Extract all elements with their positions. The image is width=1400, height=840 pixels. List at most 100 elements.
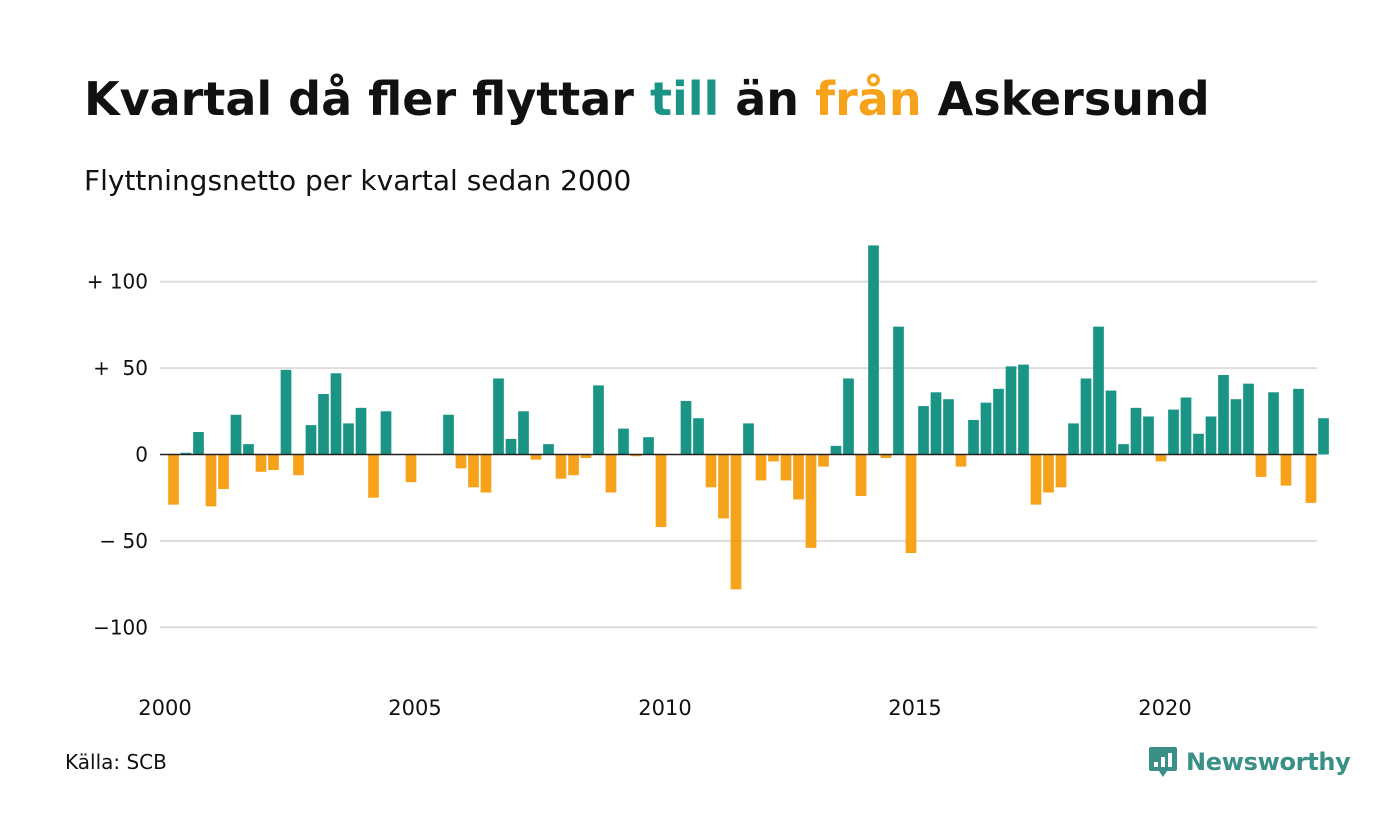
- title-highlight-in: till: [649, 72, 720, 126]
- bar: [555, 454, 567, 479]
- bar: [605, 454, 617, 493]
- bar: [1268, 392, 1279, 455]
- bar: [380, 411, 392, 455]
- bar: [655, 454, 667, 528]
- bar: [930, 392, 942, 455]
- bar: [755, 454, 767, 481]
- bar: [230, 414, 242, 455]
- bar: [1168, 409, 1179, 455]
- bar: [868, 245, 879, 455]
- bar: [330, 373, 342, 455]
- x-tick-label: 2005: [388, 696, 441, 720]
- title-part-1: Kvartal då fler flyttar: [84, 72, 650, 126]
- bar: [1005, 366, 1017, 455]
- bar: [580, 454, 592, 458]
- x-tick-label: 2015: [888, 696, 941, 720]
- bar: [1180, 397, 1192, 455]
- bar: [855, 454, 867, 496]
- bar: [455, 454, 467, 469]
- y-tick-label: − 50: [99, 529, 148, 553]
- bar: [643, 437, 654, 455]
- bar: [1143, 416, 1154, 455]
- bar: [1030, 454, 1042, 505]
- bar: [630, 454, 642, 457]
- bar: [1318, 418, 1329, 455]
- bar: [780, 454, 792, 481]
- bar: [805, 454, 817, 548]
- x-tick-label: 2000: [138, 696, 191, 720]
- bar: [955, 454, 967, 467]
- y-tick-label: + 50: [93, 356, 148, 380]
- bar: [405, 454, 417, 483]
- bar: [193, 432, 204, 455]
- bar: [1118, 444, 1129, 455]
- bar: [1205, 416, 1217, 455]
- bar: [905, 454, 917, 553]
- bar: [468, 454, 479, 488]
- bar: [205, 454, 217, 507]
- title-highlight-out: från: [815, 72, 922, 126]
- bar: [480, 454, 492, 493]
- bar: [505, 438, 517, 455]
- bar: [568, 454, 579, 476]
- bar: [543, 444, 554, 455]
- bar: [768, 454, 779, 462]
- bar: [493, 378, 504, 455]
- bar: [718, 454, 729, 519]
- bar: [218, 454, 229, 490]
- bar: [1105, 390, 1117, 455]
- bar: [705, 454, 717, 488]
- bar: [243, 444, 254, 455]
- bar: [1068, 423, 1079, 455]
- y-tick-label: 0: [135, 443, 148, 467]
- bar: [680, 400, 692, 455]
- bar: [1093, 326, 1104, 455]
- bar: [518, 411, 529, 455]
- chart-subtitle: Flyttningsnetto per kvartal sedan 2000: [84, 164, 632, 197]
- bar: [693, 418, 704, 455]
- source-note: Källa: SCB: [65, 750, 167, 774]
- bar: [843, 378, 854, 455]
- bar: [743, 423, 754, 455]
- bar: [968, 419, 979, 455]
- bar: [730, 454, 742, 590]
- bar: [1130, 407, 1142, 455]
- title-part-3: Askersund: [921, 72, 1210, 126]
- bar: [618, 428, 629, 455]
- brand-name: Newsworthy: [1186, 748, 1351, 776]
- bar: [368, 454, 379, 498]
- bar: [355, 407, 367, 455]
- bar: [1193, 433, 1204, 455]
- bar: [980, 402, 992, 455]
- bar: [1043, 454, 1054, 493]
- x-tick-label: 2020: [1138, 696, 1191, 720]
- bar: [305, 425, 317, 455]
- bar: [830, 445, 842, 455]
- bar: [943, 399, 954, 455]
- bar: [993, 388, 1004, 455]
- bar: [818, 454, 829, 467]
- bar: [443, 414, 454, 455]
- bar: [1018, 364, 1029, 455]
- bar: [1080, 378, 1092, 455]
- bar: [1305, 454, 1317, 503]
- bar: [1243, 383, 1254, 455]
- bar: [168, 454, 179, 505]
- bar: [893, 326, 904, 455]
- bar: [1055, 454, 1067, 488]
- bar: [255, 454, 267, 472]
- bar: [1293, 388, 1304, 455]
- bar: [318, 394, 329, 455]
- chart-title: Kvartal då fler flyttar till än från Ask…: [84, 72, 1210, 126]
- bar: [880, 454, 892, 458]
- title-part-2: än: [719, 72, 816, 126]
- bar: [1155, 454, 1167, 462]
- bar: [343, 423, 354, 455]
- bar: [1280, 454, 1292, 486]
- bar: [1255, 454, 1267, 477]
- y-tick-label: + 100: [87, 270, 148, 294]
- bar: [593, 385, 604, 455]
- bar: [1230, 399, 1242, 455]
- bar: [293, 454, 304, 476]
